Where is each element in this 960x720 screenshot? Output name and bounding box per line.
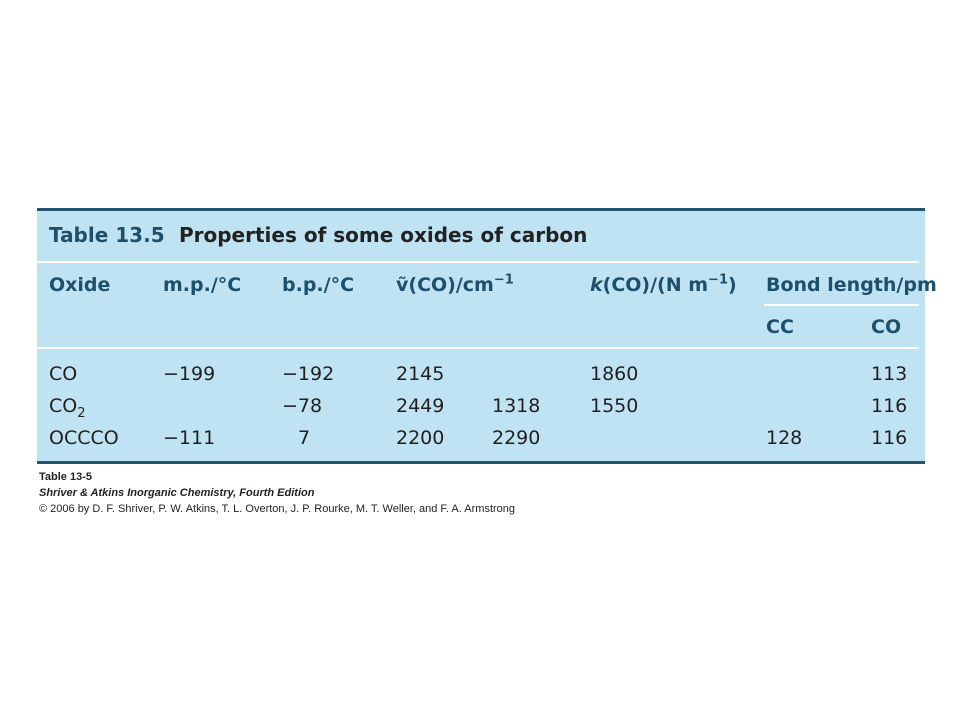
row-co-bond-co: 113 xyxy=(871,363,908,385)
header-k-text: (CO)/(N m xyxy=(602,274,709,296)
row-co-bp: −192 xyxy=(282,363,335,385)
header-co: CO xyxy=(871,316,902,338)
header-rule xyxy=(37,347,919,349)
credit-label: Table 13-5 xyxy=(39,471,92,483)
table-caption: Properties of some oxides of carbon xyxy=(178,223,588,247)
header-bond-length: Bond length/pm xyxy=(766,274,937,296)
header-cc: CC xyxy=(766,316,794,338)
row-occco-nu1: 2200 xyxy=(396,427,445,449)
table-title: Table 13.5 Properties of some oxides of … xyxy=(49,222,587,248)
header-wavenumber-text: ṽ(CO)/cm xyxy=(396,274,494,296)
row-co2-formula: CO xyxy=(49,395,78,417)
title-rule xyxy=(37,261,919,263)
header-k-symbol: k xyxy=(590,274,603,296)
header-bp: b.p./°C xyxy=(282,274,355,296)
row-co2-nu2: 1318 xyxy=(492,395,541,417)
row-co-mp: −199 xyxy=(163,363,216,385)
table-number: Table 13.5 xyxy=(49,223,165,247)
header-wavenumber-exponent: −1 xyxy=(493,272,514,288)
row-occco-nu2: 2290 xyxy=(492,427,541,449)
row-occco-bp: 7 xyxy=(298,427,311,449)
row-co2-bp: −78 xyxy=(282,395,323,417)
row-occco-bond-co: 116 xyxy=(871,427,908,449)
header-wavenumber: ṽ(CO)/cm−1 xyxy=(396,273,514,297)
bond-length-rule xyxy=(764,304,919,306)
row-occco-mp: −111 xyxy=(163,427,216,449)
row-co2-subscript: 2 xyxy=(77,405,86,421)
row-co2-nu1: 2449 xyxy=(396,395,445,417)
header-k-exponent: −1 xyxy=(708,272,728,288)
credit-book: Shriver & Atkins Inorganic Chemistry, Fo… xyxy=(39,487,315,499)
properties-table: Table 13.5 Properties of some oxides of … xyxy=(37,208,937,464)
row-co-k: 1860 xyxy=(590,363,639,385)
row-occco-bond-cc: 128 xyxy=(766,427,803,449)
header-force-constant: k(CO)/(N m−1) xyxy=(590,273,737,297)
row-occco-oxide: OCCCO xyxy=(49,427,119,449)
credit-copyright: © 2006 by D. F. Shriver, P. W. Atkins, T… xyxy=(39,503,516,515)
header-mp: m.p./°C xyxy=(163,274,242,296)
row-co2-bond-co: 116 xyxy=(871,395,908,417)
row-co2-k: 1550 xyxy=(590,395,639,417)
row-co-oxide: CO xyxy=(49,363,78,385)
row-co2-oxide: CO2 xyxy=(49,394,86,421)
header-k-close: ) xyxy=(728,274,737,296)
header-oxide: Oxide xyxy=(49,274,111,296)
row-co-nu1: 2145 xyxy=(396,363,445,385)
